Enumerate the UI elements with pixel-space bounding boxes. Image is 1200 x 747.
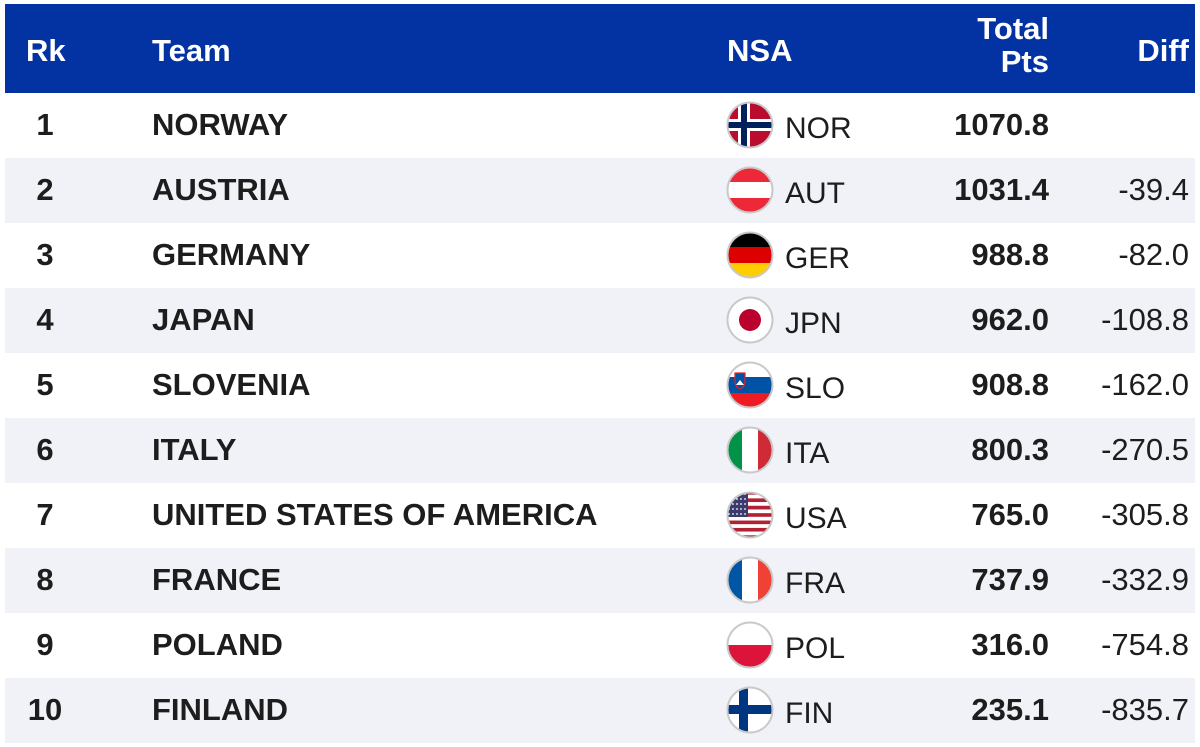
total-points-cell: 737.9 — [971, 562, 1049, 597]
nsa-column-header[interactable]: NSA — [727, 33, 793, 68]
total-points-cell: 1070.8 — [954, 107, 1049, 142]
nsa-code-cell: JPN — [785, 307, 842, 340]
usa-flag-icon — [726, 491, 774, 539]
team-name-cell[interactable]: UNITED STATES OF AMERICA — [152, 497, 598, 532]
nsa-code-cell: SLO — [785, 372, 846, 405]
table-row[interactable]: 7 UNITED STATES OF AMERICA USA 765.0 -305.8 — [5, 483, 1195, 548]
total-points-cell: 908.8 — [971, 367, 1049, 402]
table-row[interactable]: 10 FINLAND FIN 235.1 -835.7 — [5, 678, 1195, 743]
total-points-cell: 316.0 — [971, 627, 1049, 662]
table-row[interactable]: 3 GERMANY GER 988.8 -82.0 — [5, 223, 1195, 288]
team-name-cell[interactable]: GERMANY — [152, 237, 311, 272]
diff-cell: -39.4 — [1118, 172, 1189, 207]
finland-flag-icon — [726, 686, 774, 734]
japan-flag-icon — [726, 296, 774, 344]
team-name-cell[interactable]: FINLAND — [152, 692, 289, 727]
poland-flag-icon — [726, 621, 774, 669]
austria-flag-icon — [726, 166, 774, 214]
nsa-code-cell: FIN — [785, 697, 834, 730]
total-points-cell: 765.0 — [971, 497, 1049, 532]
team-name-cell[interactable]: AUSTRIA — [152, 172, 290, 207]
table-header: Rk Team NSA Total Pts Diff — [5, 4, 1195, 93]
team-name-cell[interactable]: JAPAN — [152, 302, 255, 337]
table-row[interactable]: 8 FRANCE FRA 737.9 -332.9 — [5, 548, 1195, 613]
team-column-header[interactable]: Team — [152, 33, 231, 68]
total-pts-header-line1: Total — [977, 11, 1049, 46]
table-body: 1 NORWAY NOR 1070.8 2 AUSTRIA AUT 1031.4 -39.4 3 G… — [5, 93, 1195, 743]
rank-cell: 9 — [36, 627, 54, 662]
diff-cell: -754.8 — [1101, 627, 1189, 662]
total-points-cell: 800.3 — [971, 432, 1049, 467]
total-pts-column-header[interactable]: Total Pts — [977, 12, 1049, 78]
nsa-code-cell: FRA — [785, 567, 845, 600]
nsa-code-cell: NOR — [785, 112, 852, 145]
diff-cell: -332.9 — [1101, 562, 1189, 597]
diff-cell: -270.5 — [1101, 432, 1189, 467]
table-row[interactable]: 2 AUSTRIA AUT 1031.4 -39.4 — [5, 158, 1195, 223]
rank-cell: 8 — [36, 562, 54, 597]
rank-cell: 3 — [36, 237, 54, 272]
italy-flag-icon — [726, 426, 774, 474]
total-points-cell: 988.8 — [971, 237, 1049, 272]
rank-cell: 4 — [36, 302, 54, 337]
diff-cell: -82.0 — [1118, 237, 1189, 272]
rank-cell: 6 — [36, 432, 54, 467]
germany-flag-icon — [726, 231, 774, 279]
rank-column-header[interactable]: Rk — [26, 33, 66, 68]
rank-cell: 7 — [36, 497, 54, 532]
slovenia-flag-icon — [726, 361, 774, 409]
diff-cell: -305.8 — [1101, 497, 1189, 532]
table-row[interactable]: 9 POLAND POL 316.0 -754.8 — [5, 613, 1195, 678]
team-name-cell[interactable]: POLAND — [152, 627, 283, 662]
diff-cell: -108.8 — [1101, 302, 1189, 337]
team-name-cell[interactable]: SLOVENIA — [152, 367, 311, 402]
nsa-code-cell: AUT — [785, 177, 845, 210]
table-row[interactable]: 5 SLOVENIA SLO 908.8 -162.0 — [5, 353, 1195, 418]
rank-cell: 2 — [36, 172, 54, 207]
table-row[interactable]: 6 ITALY ITA 800.3 -270.5 — [5, 418, 1195, 483]
standings-table: Rk Team NSA Total Pts Diff 1 NORWAY NOR 107… — [5, 4, 1195, 743]
rank-cell: 10 — [27, 692, 63, 727]
total-points-cell: 962.0 — [971, 302, 1049, 337]
total-points-cell: 235.1 — [971, 692, 1049, 727]
team-name-cell[interactable]: NORWAY — [152, 107, 289, 142]
table-row[interactable]: 4 JAPAN JPN 962.0 -108.8 — [5, 288, 1195, 353]
team-name-cell[interactable]: ITALY — [152, 432, 237, 467]
diff-column-header[interactable]: Diff — [1137, 33, 1189, 68]
france-flag-icon — [726, 556, 774, 604]
nsa-code-cell: USA — [785, 502, 847, 535]
team-name-cell[interactable]: FRANCE — [152, 562, 282, 597]
nsa-code-cell: POL — [785, 632, 846, 665]
diff-cell: -835.7 — [1101, 692, 1189, 727]
total-pts-header-line2: Pts — [1000, 44, 1049, 79]
rank-cell: 1 — [36, 107, 54, 142]
nsa-code-cell: ITA — [785, 437, 830, 470]
nsa-code-cell: GER — [785, 242, 851, 275]
norway-flag-icon — [726, 101, 774, 149]
table-row[interactable]: 1 NORWAY NOR 1070.8 — [5, 93, 1195, 158]
rank-cell: 5 — [36, 367, 54, 402]
diff-cell: -162.0 — [1101, 367, 1189, 402]
total-points-cell: 1031.4 — [954, 172, 1049, 207]
